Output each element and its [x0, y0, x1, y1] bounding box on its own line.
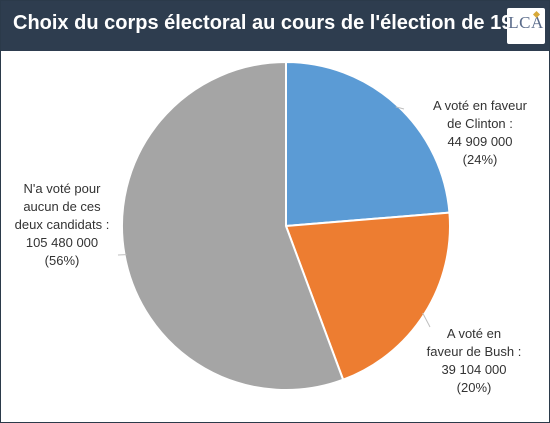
slice-label-percent: (56%) [44, 253, 80, 268]
slice-label-line: A voté en [446, 326, 502, 341]
slice-label-line: faveur de Bush : [426, 344, 522, 359]
slice-label-line: de Clinton : [447, 116, 513, 131]
lca-logo: LCA [507, 8, 545, 44]
pie-slice-bush [285, 211, 451, 381]
slice-label-percent: (24%) [462, 152, 498, 167]
slice-label-line: A voté en faveur [433, 98, 527, 113]
chart-title: Choix du corps électoral au cours de l'é… [13, 12, 535, 34]
slice-label-line: deux candidats : [14, 217, 110, 232]
leader-line-bush [422, 312, 431, 328]
leader-line-clinton [395, 106, 405, 110]
slice-label-clinton: A voté en faveur de Clinton : 44 909 000… [410, 97, 550, 169]
title-bar: Choix du corps électoral au cours de l'é… [1, 1, 549, 51]
slice-label-value: 105 480 000 [25, 235, 99, 250]
logo-text: LCA [508, 13, 544, 32]
slice-label-line: N'a voté pour [23, 181, 101, 196]
slice-label-bush: A voté en faveur de Bush : 39 104 000 (2… [404, 325, 544, 397]
slice-label-value: 39 104 000 [441, 362, 507, 377]
slice-label-none: N'a voté pour aucun de ces deux candidat… [0, 180, 124, 270]
slice-label-value: 44 909 000 [447, 134, 513, 149]
slice-label-percent: (20%) [456, 380, 492, 395]
pie-chart [117, 61, 451, 391]
pie-slice-clinton [285, 61, 451, 227]
slice-label-line: aucun de ces [23, 199, 101, 214]
